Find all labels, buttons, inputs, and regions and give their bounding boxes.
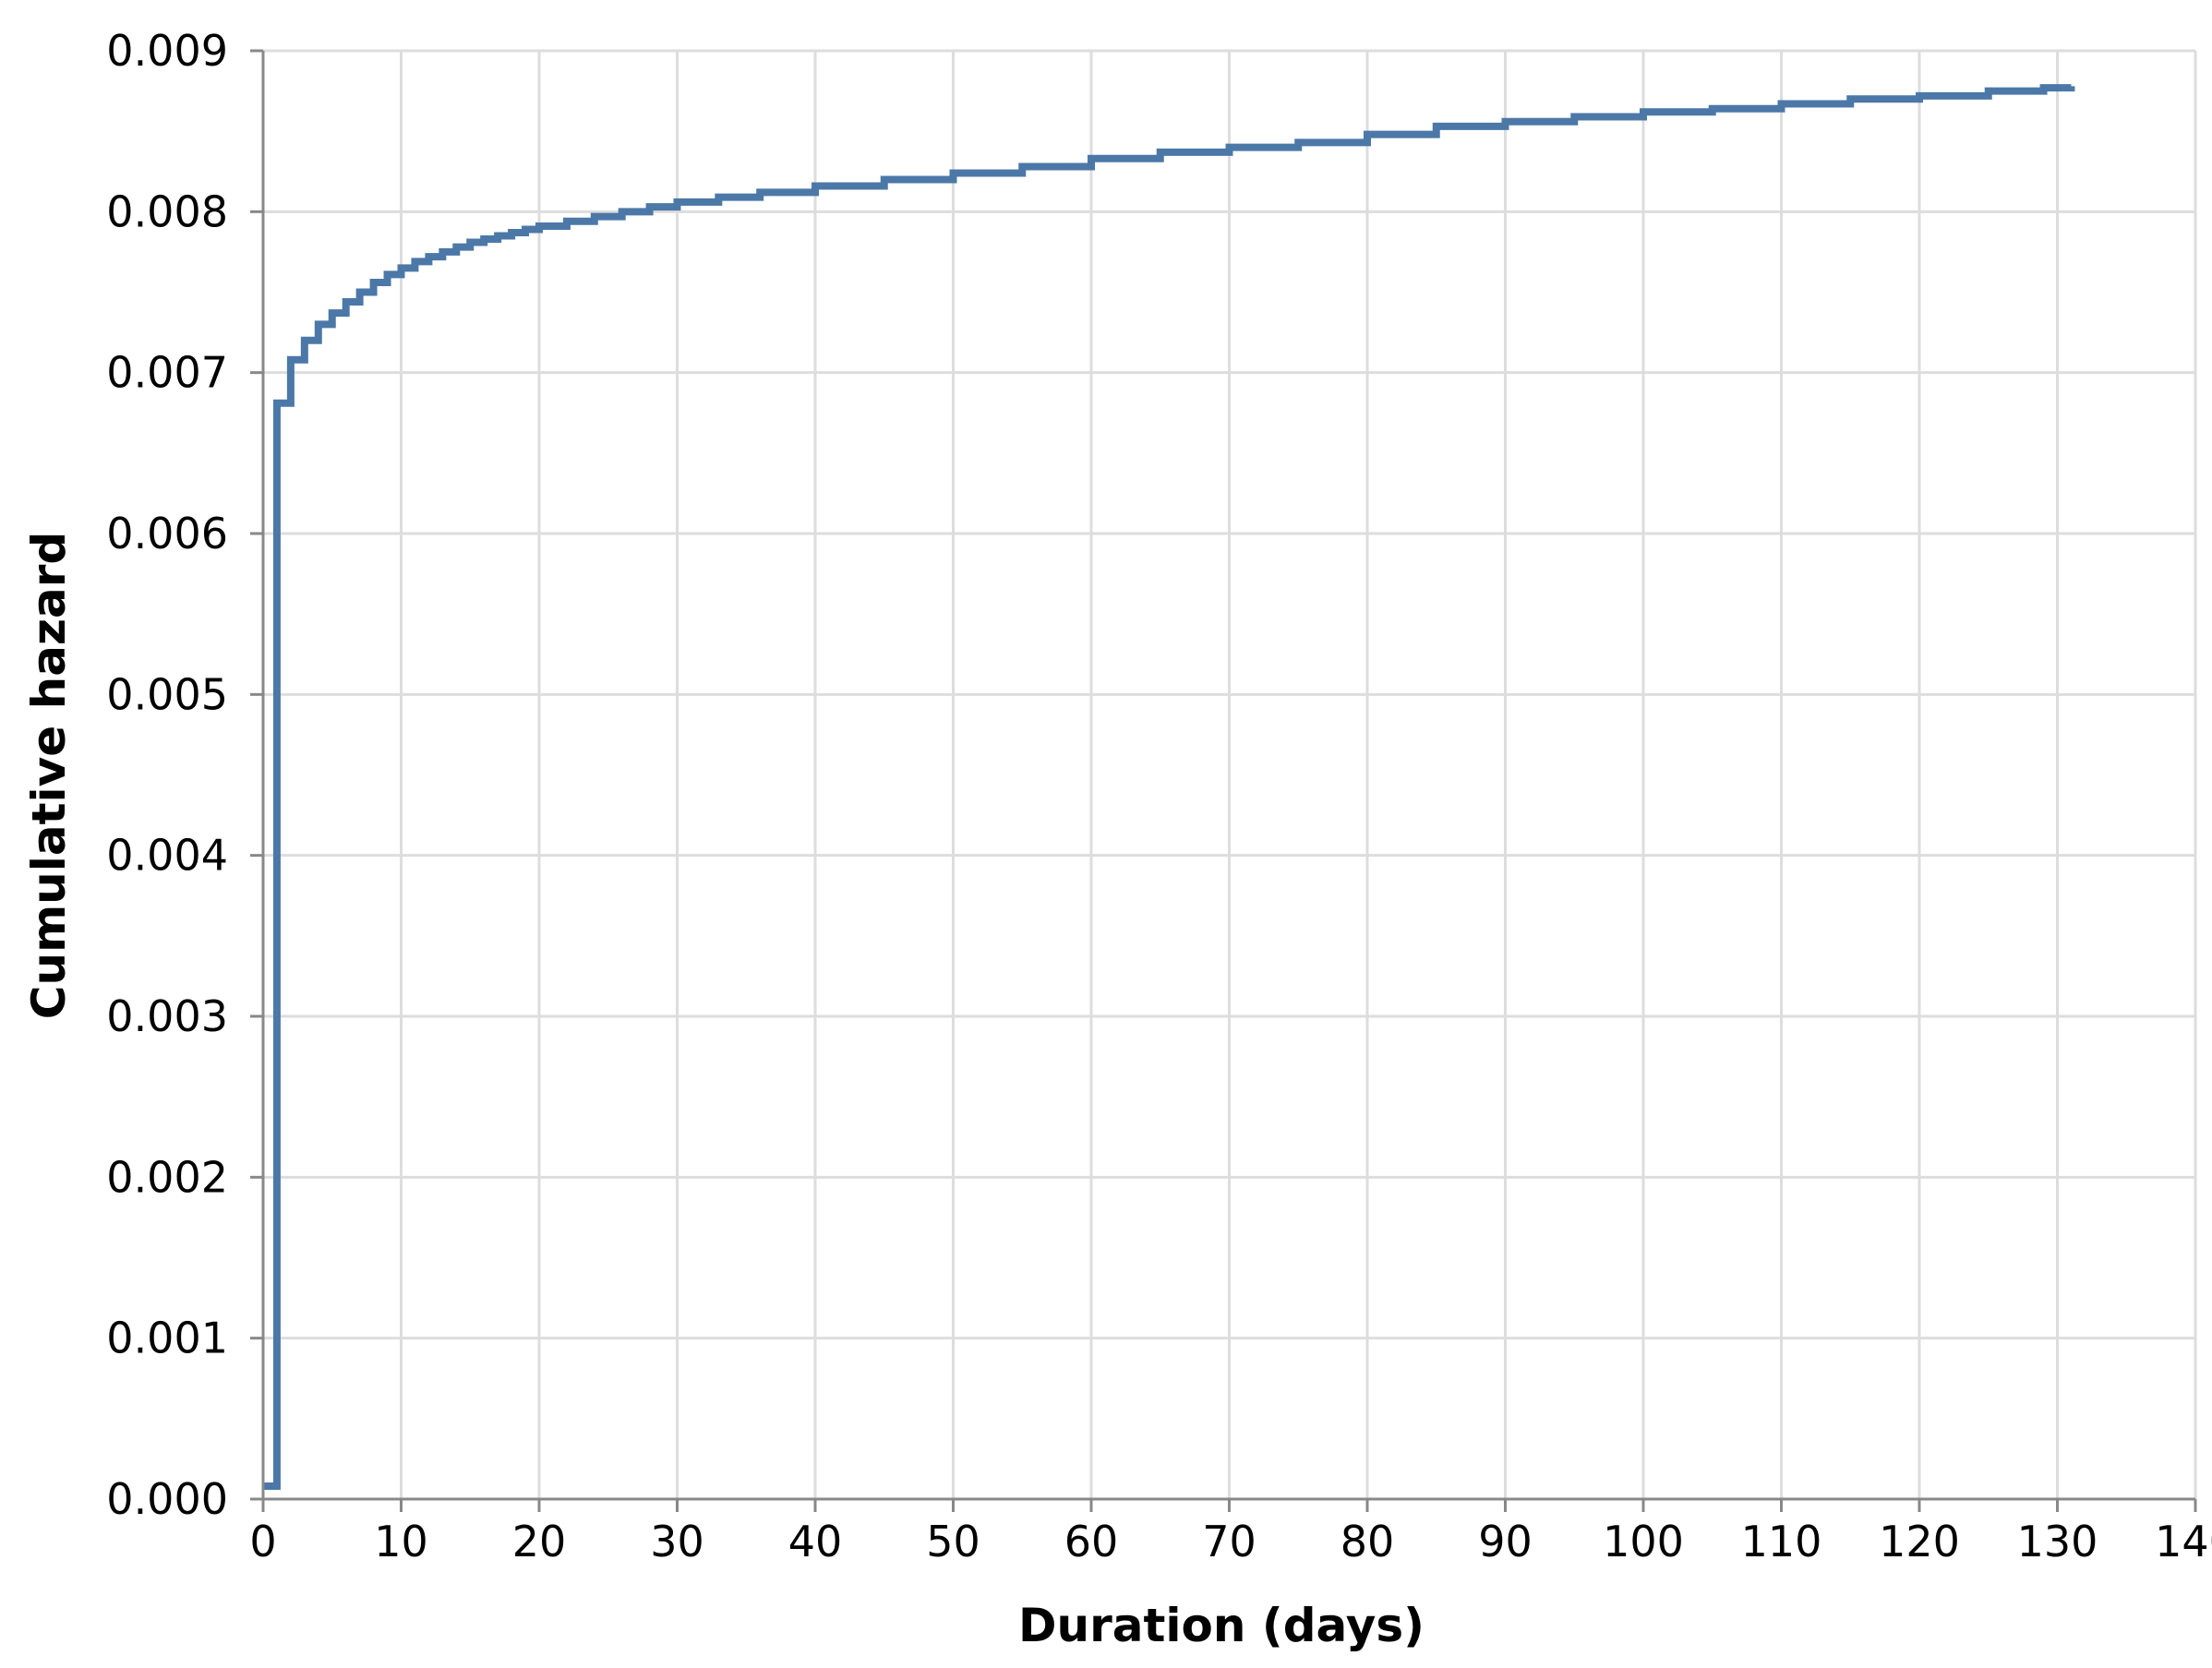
x-tick-label: 130 <box>2017 1517 2098 1566</box>
x-tick-label: 70 <box>1202 1517 1256 1566</box>
y-tick-label: 0.001 <box>106 1314 228 1363</box>
x-tick-label: 100 <box>1603 1517 1684 1566</box>
x-tick-label: 40 <box>788 1517 843 1566</box>
axes <box>250 49 2197 1512</box>
x-tick-label: 110 <box>1741 1517 1822 1566</box>
x-tick-label: 60 <box>1064 1517 1119 1566</box>
x-tick-label: 50 <box>926 1517 980 1566</box>
x-tick-label: 10 <box>374 1517 428 1566</box>
y-tick-label: 0.000 <box>106 1474 228 1524</box>
x-tick-label: 30 <box>650 1517 704 1566</box>
x-tick-label: 140 <box>2155 1517 2212 1566</box>
x-tick-label: 120 <box>1879 1517 1960 1566</box>
x-tick-label: 0 <box>249 1517 276 1566</box>
y-tick-label: 0.007 <box>106 348 228 398</box>
cumulative-hazard-line <box>263 84 2075 1491</box>
y-tick-label: 0.006 <box>106 509 228 558</box>
grid <box>261 49 2197 1501</box>
y-tick-label: 0.003 <box>106 991 228 1041</box>
x-axis-title: Duration (days) <box>1018 1599 1425 1652</box>
y-tick-label: 0.009 <box>106 26 228 76</box>
y-tick-label: 0.004 <box>106 831 228 881</box>
x-tick-label: 90 <box>1478 1517 1533 1566</box>
x-tick-label: 80 <box>1340 1517 1395 1566</box>
series-layer <box>263 84 2075 1491</box>
y-axis-title: Cumulative hazard <box>22 532 76 1019</box>
y-tick-label: 0.008 <box>106 186 228 236</box>
y-tick-label: 0.002 <box>106 1152 228 1202</box>
y-tick-label: 0.005 <box>106 669 228 719</box>
x-tick-label: 20 <box>512 1517 567 1566</box>
tick-labels: 0 10 20 30 40 50 60 70 80 90 100 110 120 130 140 0.000 0… <box>106 26 2212 1566</box>
